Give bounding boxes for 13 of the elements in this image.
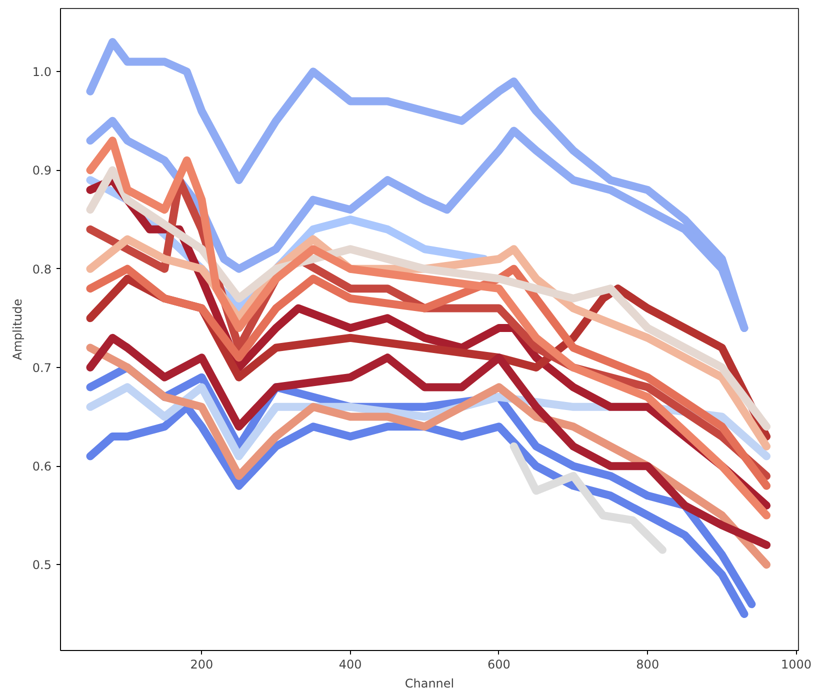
x-axis-title: Channel (404, 676, 454, 690)
y-tick-label: 0.5 (32, 558, 52, 572)
y-tick-label: 1.0 (32, 65, 52, 80)
x-tick-label: 200 (190, 658, 214, 672)
x-tick-label: 400 (338, 658, 362, 672)
x-tick-label: 1000 (781, 658, 812, 672)
y-tick-label: 0.8 (32, 262, 52, 276)
x-tick-label: 800 (636, 658, 660, 672)
y-axis-title: Amplitude (10, 298, 24, 360)
y-tick-label: 0.9 (32, 164, 52, 178)
y-tick-label: 0.7 (32, 360, 52, 375)
y-tick-label: 0.6 (32, 460, 52, 474)
x-tick-label: 600 (488, 658, 510, 672)
